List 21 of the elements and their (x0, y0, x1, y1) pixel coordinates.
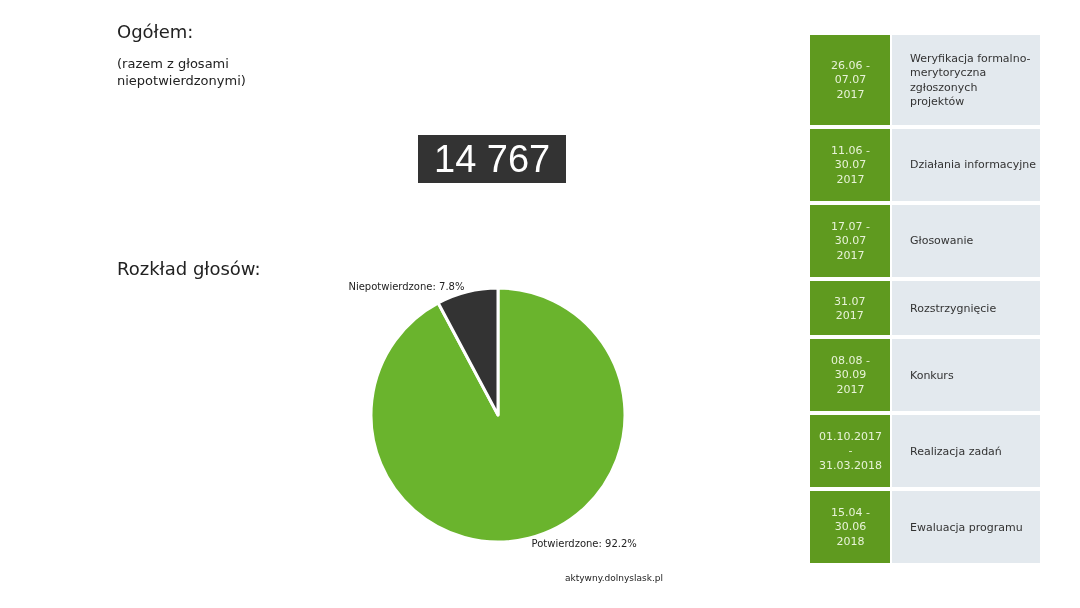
text: Ewaluacja programu (910, 521, 1023, 534)
text: 08.08 - 30.09 2017 (831, 354, 870, 396)
text: Działania informacyjne (910, 158, 1037, 171)
text: 01.10.2017 - 31.03.2018 (819, 430, 882, 472)
text: 17.07 - 30.07 2017 (831, 220, 870, 262)
text: 11.06 - 30.07 2017 (831, 144, 870, 186)
text: Rozstrzygnięcie (910, 302, 997, 315)
text: 26.06 - 07.07 2017 (831, 59, 870, 101)
text: Rozkład głosów: (117, 258, 261, 279)
text: 15.04 - 30.06 2018 (831, 506, 870, 548)
text: Głosowanie (910, 234, 974, 247)
text: Ogółem: (117, 21, 194, 42)
slice-label: Niepotwierdzone: 7.8% (348, 281, 465, 293)
text: Realizacja zadań (910, 445, 1002, 458)
text: 14 767 (434, 138, 551, 180)
text: (razem z głosami niepotwierdzonymi) (117, 56, 246, 88)
text: aktywny.dolnyslask.pl (565, 573, 663, 583)
text: 31.07 2017 (834, 295, 866, 323)
text: Konkurs (910, 369, 954, 382)
slice-label: Potwierdzone: 92.2% (531, 537, 637, 549)
text: Weryfikacja formalno- merytoryczna zgłoszonych projektów (910, 52, 1031, 108)
